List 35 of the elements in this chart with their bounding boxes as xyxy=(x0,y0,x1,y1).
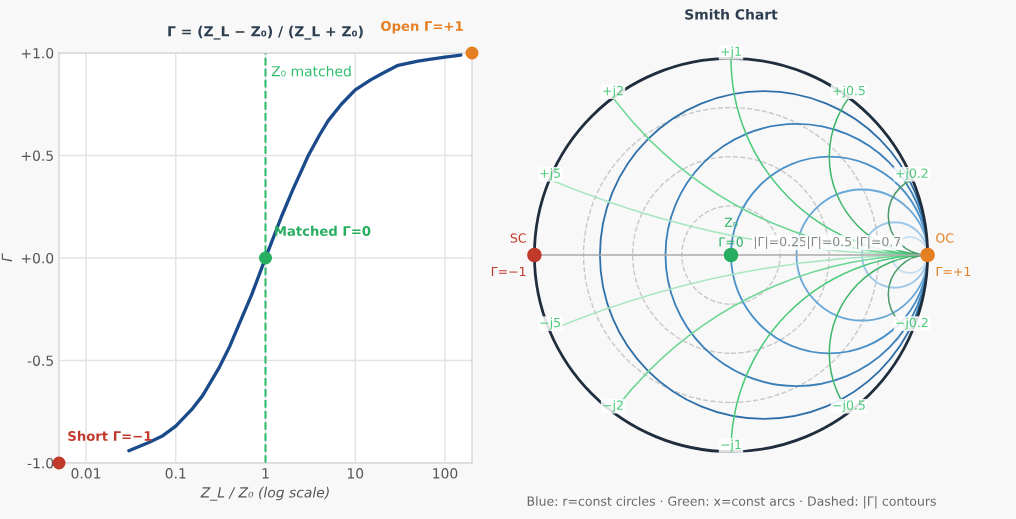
y-axis-title: Γ xyxy=(1,253,12,262)
ref-line-label: Z₀ matched xyxy=(271,65,351,77)
series-label: Short Γ=−1 xyxy=(68,430,152,441)
y-tick-label: -1.0 xyxy=(27,457,54,469)
text: |Γ|=0.5 xyxy=(808,236,852,250)
text: OC xyxy=(936,233,954,243)
text: Smith Chart xyxy=(685,8,778,20)
x-tick-label: 100 xyxy=(433,468,458,479)
text: +j0.5 xyxy=(833,85,865,98)
x-tick-label: 1 xyxy=(262,468,269,479)
x-tick-label: 10 xyxy=(347,468,364,479)
y-tick-label: +0.5 xyxy=(21,150,53,161)
chart-title: Γ = (Z_L − Z₀) / (Z_L + Z₀) xyxy=(168,25,363,40)
text: −j5 xyxy=(540,317,560,330)
text: +j5 xyxy=(540,168,560,181)
y-tick-label: -0.5 xyxy=(27,355,53,366)
text: −j0.2 xyxy=(896,317,928,330)
text: +j2 xyxy=(603,85,623,98)
text: Γ=−1 xyxy=(491,266,526,276)
text: |Γ|=0.25 xyxy=(754,236,806,250)
x-tick-label: 0.01 xyxy=(71,468,101,479)
text: −j1 xyxy=(721,439,741,452)
y-tick-label: +0.0 xyxy=(21,252,54,264)
text: SC xyxy=(510,233,526,243)
text: +j0.2 xyxy=(896,168,928,181)
x-axis-title: Z_L / Z₀ (log scale) xyxy=(200,486,329,501)
text: +j1 xyxy=(721,46,741,59)
text: −j0.5 xyxy=(833,400,865,413)
text: −j2 xyxy=(603,400,623,413)
text: |Γ|=0.7 xyxy=(857,236,901,250)
x-tick-label: 0.1 xyxy=(165,468,186,479)
text: Blue: r=const circles · Green: x=const arcs · Dashed: |Γ| contours xyxy=(527,496,936,509)
y-tick-label: +1.0 xyxy=(21,47,54,59)
text: Γ=+1 xyxy=(936,266,971,276)
series-label: Open Γ=+1 xyxy=(381,21,463,34)
